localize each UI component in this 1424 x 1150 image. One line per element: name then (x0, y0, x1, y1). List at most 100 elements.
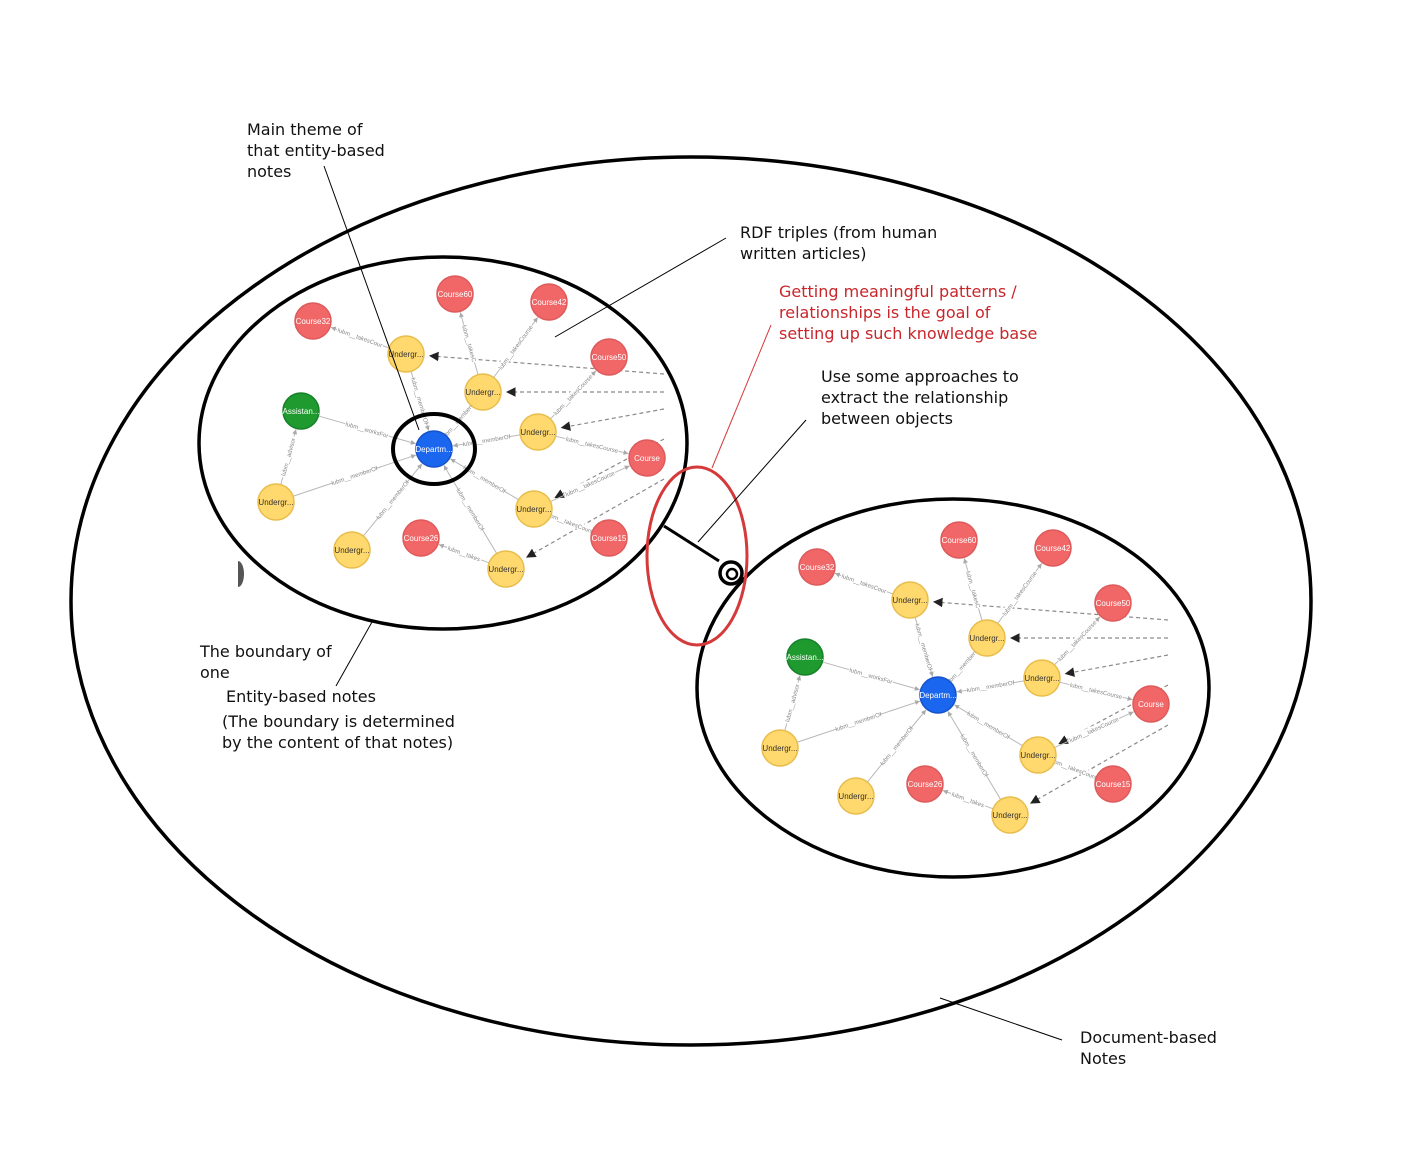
graph-b-node-label-department: Departm... (919, 691, 956, 700)
graph-b-node-ug7 (991, 796, 1029, 834)
graph-a-node-label-course26: Course26 (404, 534, 439, 543)
leader-main-theme (323, 165, 420, 431)
leader-boundary (335, 621, 373, 687)
graph-b-edge-label-1: lubm__takesCour (840, 574, 886, 595)
graph-b-node-label-ug4: Undergr... (1020, 751, 1055, 760)
graph-a-node-assistant (282, 392, 320, 430)
graph-b-node-ug1 (891, 581, 929, 619)
graph-b-node-ug5 (761, 729, 799, 767)
relationship-highlight (645, 465, 749, 647)
leader-approaches (697, 419, 807, 543)
graph-b-node-course15 (1094, 765, 1132, 803)
graph-b-edge-label-bg-5 (944, 646, 980, 686)
graph-a-edge-label-bg-6 (551, 372, 595, 417)
graph-b-node-label-ug1: Undergr... (892, 596, 927, 605)
graph-a-edge-label-3: lubm__takesC (460, 324, 476, 363)
graph-b-edge-label-bg-12 (879, 725, 914, 766)
graph-a-edge-label-bg-16 (456, 487, 486, 531)
graph-a-node-label-ug7: Undergr... (488, 565, 523, 574)
graph-b-incoming-edge-3 (1064, 654, 1169, 677)
graph-a-node-course32 (294, 302, 332, 340)
graph-b-edge-label-3: lubm__takesC (964, 570, 980, 609)
graph-a-edge-label-bg-2 (410, 378, 431, 424)
graph-b-edge-label-14: lubm__takesCourse (1069, 717, 1121, 745)
graph-a-edge-label-14: lubm__takesCourse (565, 471, 617, 499)
graph-b-node-ug6 (837, 777, 875, 815)
graph-a-node-department (415, 430, 453, 468)
graph-b-node-label-course42: Course42 (1036, 544, 1071, 553)
knowledge-graph-a: lubm__takesCour lubm__memberOf lubm__takes… (257, 275, 666, 588)
graph-b-node-label-ug2: Undergr... (969, 634, 1004, 643)
graph-b-node-course_cut (1132, 685, 1170, 723)
half-disc-mark (238, 561, 244, 587)
graph-b-edge-label-15: lubm__takesCourse (1049, 758, 1102, 783)
document-boundary (69, 155, 1313, 1047)
graph-a-edge-label-bg-11 (331, 464, 378, 486)
graph-a-node-course26 (402, 519, 440, 557)
graph-a-edge-label-6: lubm__takesCourse (553, 374, 594, 417)
graph-b-node-label-ug5: Undergr... (762, 744, 797, 753)
graph-b-edge-label-bg-3 (964, 569, 983, 610)
graph-a-node-label-ug4: Undergr... (516, 505, 551, 514)
graph-b-node-label-course26: Course26 (908, 780, 943, 789)
graph-b-node-ug2 (968, 619, 1006, 657)
graph-a-edge-label-16: lubm__memberOf (454, 488, 484, 533)
knowledge-graph-b: lubm__takesCour lubm__memberOf lubm__takes… (761, 521, 1170, 834)
entity-note-boundary-b (695, 497, 1211, 879)
relationship-node-inner (725, 567, 739, 581)
graph-a-edge-label-bg-12 (375, 479, 410, 520)
graph-a-node-label-ug1: Undergr... (388, 350, 423, 359)
leader-goal (711, 324, 772, 469)
graph-a-node-label-course42: Course42 (532, 298, 567, 307)
graph-b-node-assistant (786, 638, 824, 676)
leader-rdf-triples (554, 237, 727, 338)
graph-a-edge-label-bg-10 (278, 435, 297, 479)
annotation-boundary-entity: Entity-based notes (226, 687, 376, 706)
graph-a-node-label-ug3: Undergr... (520, 428, 555, 437)
graph-a-incoming-edge-1 (428, 351, 665, 375)
graph-a-node-ug5 (257, 483, 295, 521)
graph-b-node-course26 (906, 765, 944, 803)
graph-b-node-department (919, 676, 957, 714)
annotation-approaches: Use some approaches to extract the relat… (821, 367, 1019, 428)
graph-a-node-label-ug2: Undergr... (465, 388, 500, 397)
leader-document (939, 997, 1063, 1041)
annotation-document-notes: Document-based Notes (1080, 1028, 1217, 1068)
graph-a-node-course15 (590, 519, 628, 557)
graph-a-node-ug1 (387, 335, 425, 373)
graph-b-node-label-course15: Course15 (1096, 780, 1131, 789)
graph-a-node-label-department: Departm... (415, 445, 452, 454)
graph-a-node-course50 (590, 338, 628, 376)
graph-a-edge-label-bg-15 (544, 509, 598, 536)
graph-b-node-label-ug7: Undergr... (992, 811, 1027, 820)
graph-b-edge-label-bg-15 (1048, 755, 1102, 782)
graph-b-node-course32 (798, 548, 836, 586)
graph-b-edge-label-bg-7 (967, 678, 1014, 694)
relationship-link (663, 524, 720, 563)
graph-a-node-ug3 (519, 413, 557, 451)
graph-b-edge-label-13: lubm__memberOf (966, 711, 1011, 741)
graph-b-edge-label-bg-4 (1000, 568, 1039, 618)
graph-a-edge-label-11: lubm__memberOf (331, 466, 379, 487)
graph-b-edge-label-bg-9 (848, 665, 894, 685)
annotation-boundary-detail: (The boundary is determined by the conte… (222, 712, 455, 752)
graph-a-edge-label-bg-3 (460, 323, 479, 364)
main-theme-circle (391, 412, 477, 486)
graph-b-node-ug3 (1023, 659, 1061, 697)
graph-a-node-ug6 (333, 531, 371, 569)
graph-a-node-label-ug6: Undergr... (334, 546, 369, 555)
annotation-goal: Getting meaningful patterns / relationsh… (779, 282, 1038, 343)
graph-b-edge-label-bg-10 (782, 681, 801, 725)
graph-a-node-label-course15: Course15 (592, 534, 627, 543)
graph-b-edge-label-6: lubm__takesCourse (1057, 620, 1098, 663)
graph-a-node-ug2 (464, 373, 502, 411)
graph-a-edge-label-bg-17 (445, 543, 483, 563)
graph-b-edge-label-bg-13 (967, 710, 1010, 740)
graph-a-edge-label-1: lubm__takesCour (336, 328, 382, 349)
graph-a-edge-label-bg-13 (463, 464, 506, 494)
graph-b-node-ug4 (1019, 736, 1057, 774)
graph-a-edge-label-bg-14 (563, 468, 617, 498)
graph-a-node-label-course50: Course50 (592, 353, 627, 362)
graph-a-node-label-assistant: Assistan... (283, 407, 320, 416)
